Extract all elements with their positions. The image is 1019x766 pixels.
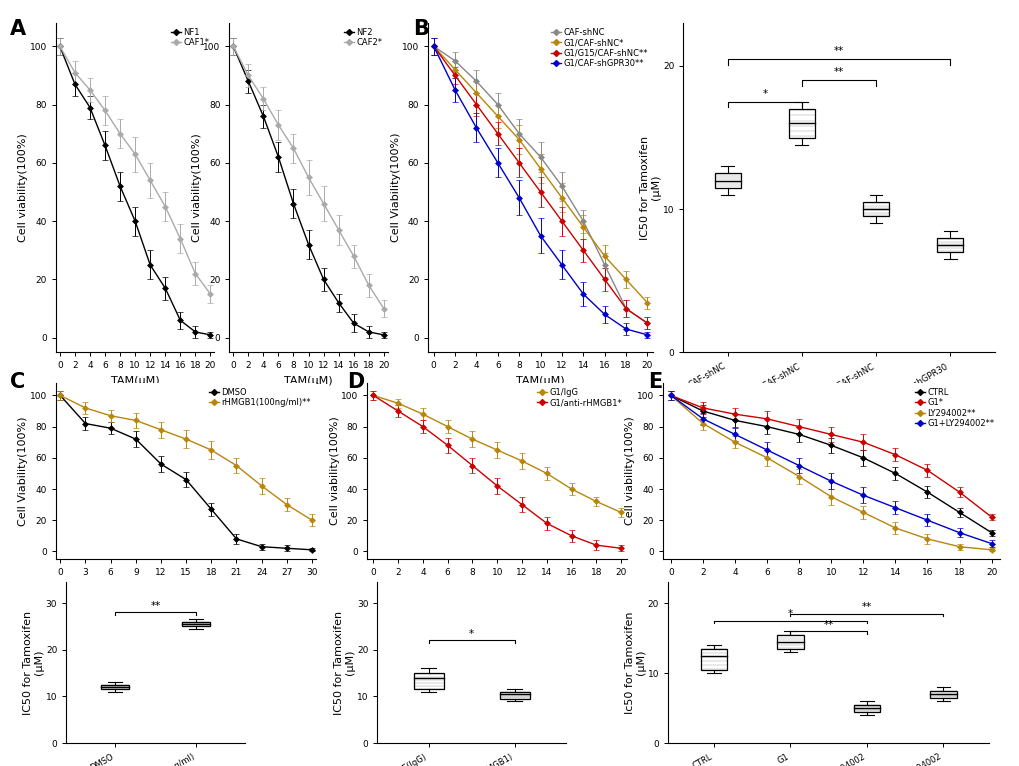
Y-axis label: Cell viability(100%): Cell viability(100%) [329, 417, 339, 525]
Text: C: C [10, 372, 25, 391]
Text: **: ** [822, 620, 834, 630]
Text: A: A [10, 19, 26, 39]
Legend: NF2, CAF2*: NF2, CAF2* [343, 27, 383, 48]
X-axis label: TAM(μM): TAM(μM) [284, 376, 332, 386]
Bar [181, 622, 210, 627]
Y-axis label: Ic50 for Tamoxifen
(μM): Ic50 for Tamoxifen (μM) [624, 611, 646, 714]
Text: *: * [761, 89, 766, 99]
Text: B: B [413, 19, 429, 39]
Text: **: ** [861, 602, 871, 612]
X-axis label: TAM(μM): TAM(μM) [806, 583, 855, 593]
Bar [862, 202, 889, 216]
Text: D: D [346, 372, 364, 391]
Y-axis label: IC50 for Tamoxifen
(μM): IC50 for Tamoxifen (μM) [333, 611, 356, 715]
Y-axis label: IC50 for Tamoxifen
(μM): IC50 for Tamoxifen (μM) [22, 611, 45, 715]
X-axis label: TAM(μM): TAM(μM) [162, 583, 210, 593]
Bar [101, 685, 129, 689]
Bar [700, 649, 727, 669]
Text: *: * [787, 609, 793, 619]
Y-axis label: Cell viability(100%): Cell viability(100%) [192, 133, 202, 242]
Bar [714, 173, 740, 188]
Bar [936, 237, 962, 252]
Bar [776, 634, 803, 649]
Bar [414, 673, 443, 689]
X-axis label: TAM(μM): TAM(μM) [516, 376, 565, 386]
Bar [929, 691, 956, 698]
Legend: CTRL, G1*, LY294002**, G1+LY294002**: CTRL, G1*, LY294002**, G1+LY294002** [913, 387, 995, 429]
Text: **: ** [833, 46, 844, 56]
X-axis label: TAM(μM): TAM(μM) [111, 376, 159, 386]
Legend: DMSO, rHMGB1(100ng/ml)**: DMSO, rHMGB1(100ng/ml)** [208, 387, 312, 408]
Bar [499, 692, 529, 699]
Text: *: * [469, 629, 474, 639]
Y-axis label: Cell Viability(100%): Cell Viability(100%) [390, 133, 400, 242]
Text: E: E [647, 372, 661, 391]
Legend: CAF-shNC, G1/CAF-shNC*, G1/G15/CAF-shNC**, G1/CAF-shGPR30**: CAF-shNC, G1/CAF-shNC*, G1/G15/CAF-shNC*… [549, 27, 648, 69]
Y-axis label: IC50 for Tamoxifen
(μM): IC50 for Tamoxifen (μM) [639, 136, 661, 240]
Bar [788, 109, 814, 138]
Text: **: ** [150, 601, 161, 611]
Y-axis label: Cell viability(100%): Cell viability(100%) [625, 417, 635, 525]
Legend: G1/IgG, G1/anti-rHMGB1*: G1/IgG, G1/anti-rHMGB1* [536, 387, 623, 408]
X-axis label: TAM(μM): TAM(μM) [473, 583, 521, 593]
Y-axis label: Cell Viability(100%): Cell Viability(100%) [18, 417, 29, 525]
Bar [853, 705, 879, 712]
Text: **: ** [833, 67, 844, 77]
Y-axis label: Cell viability(100%): Cell viability(100%) [18, 133, 29, 242]
Legend: NF1, CAF1*: NF1, CAF1* [170, 27, 210, 48]
